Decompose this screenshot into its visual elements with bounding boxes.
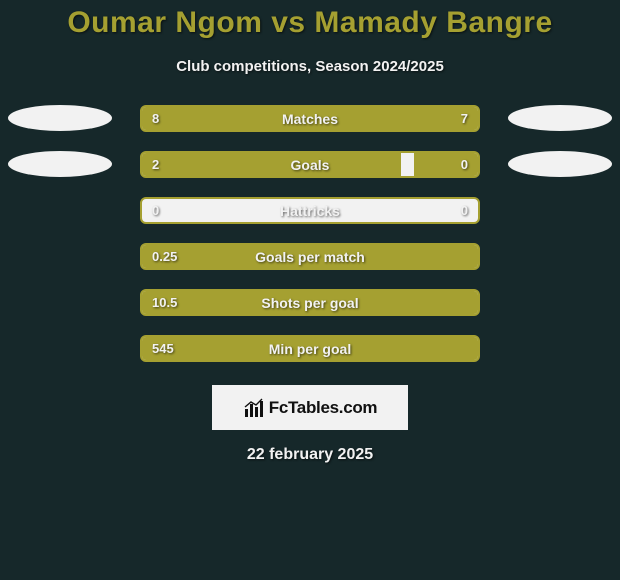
stat-label: Goals per match xyxy=(142,245,478,268)
stat-value-left: 8 xyxy=(152,107,159,130)
stat-bar: Goals2 0 xyxy=(140,151,480,178)
comparison-panel: Oumar Ngom vs Mamady Bangre Club competi… xyxy=(0,0,620,580)
stat-value-left: 545 xyxy=(152,337,174,360)
stat-row: Shots per goal10.5 xyxy=(0,289,620,335)
stat-bar: Shots per goal10.5 xyxy=(140,289,480,316)
fctables-logo: FcTables.com xyxy=(212,385,408,430)
player-left-badge xyxy=(8,151,112,177)
stat-label: Shots per goal xyxy=(142,291,478,314)
stat-label: Hattricks xyxy=(142,199,478,222)
stat-value-right: 0 xyxy=(461,199,468,222)
stat-value-left: 2 xyxy=(152,153,159,176)
stat-row: Goals2 0 xyxy=(0,151,620,197)
stat-rows-container: Matches87Goals20Hattricks00Goals per mat… xyxy=(0,105,620,381)
stat-label: Min per goal xyxy=(142,337,478,360)
stat-label: Matches xyxy=(142,107,478,130)
player-right-badge xyxy=(508,105,612,131)
stat-bar: Hattricks0 0 xyxy=(140,197,480,224)
stat-label: Goals xyxy=(142,153,478,176)
stat-value-right: 7 xyxy=(461,107,468,130)
player-left-badge xyxy=(8,105,112,131)
stat-value-left: 0.25 xyxy=(152,245,177,268)
page-title: Oumar Ngom vs Mamady Bangre xyxy=(0,6,620,40)
stat-bar: Goals per match0.25 xyxy=(140,243,480,270)
fctables-logo-text: FcTables.com xyxy=(269,398,378,418)
stat-value-left: 0 xyxy=(152,199,159,222)
snapshot-date: 22 february 2025 xyxy=(0,446,620,464)
fctables-logo-icon xyxy=(243,397,269,419)
player-right-badge xyxy=(508,151,612,177)
stat-row: Hattricks0 0 xyxy=(0,197,620,243)
page-subtitle: Club competitions, Season 2024/2025 xyxy=(0,58,620,75)
stat-bar: Matches8 7 xyxy=(140,105,480,132)
stat-row: Min per goal545 xyxy=(0,335,620,381)
stat-bar: Min per goal545 xyxy=(140,335,480,362)
stat-value-left: 10.5 xyxy=(152,291,177,314)
stat-row: Matches8 7 xyxy=(0,105,620,151)
stat-row: Goals per match0.25 xyxy=(0,243,620,289)
stat-value-right: 0 xyxy=(461,153,468,176)
